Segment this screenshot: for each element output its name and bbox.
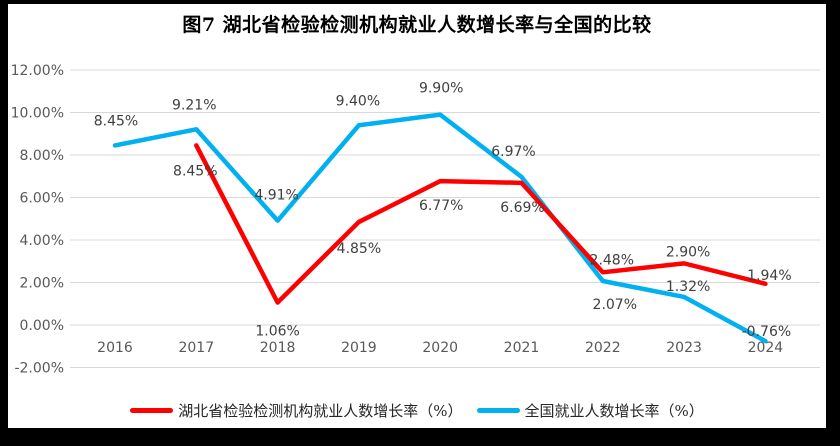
data-label-national: 9.90% — [419, 81, 463, 97]
legend-item-national: 全国就业人数增长率（%） — [476, 400, 704, 421]
x-tick-label: 2019 — [341, 340, 377, 356]
y-tick-label: 10.00% — [11, 106, 64, 122]
data-label-national: 1.32% — [666, 279, 710, 295]
x-tick-label: 2021 — [504, 340, 540, 356]
data-label-hubei: 2.48% — [590, 252, 634, 268]
chart-canvas: 图7 湖北省检验检测机构就业人数增长率与全国的比较 12.00% 10.00% 8.… — [8, 4, 826, 428]
y-tick-label: -2.00% — [14, 361, 64, 377]
data-label-hubei: 6.77% — [419, 198, 463, 214]
legend-item-hubei: 湖北省检验检测机构就业人数增长率（%） — [130, 400, 463, 421]
chart-title: 图7 湖北省检验检测机构就业人数增长率与全国的比较 — [182, 14, 652, 36]
y-tick-label: 2.00% — [20, 276, 64, 292]
data-label-national: 9.21% — [172, 97, 216, 113]
y-tick-label: 12.00% — [11, 63, 64, 79]
hubei-line-swatch-icon — [130, 408, 174, 413]
data-label-hubei: 2.90% — [666, 244, 710, 260]
legend-label-national: 全国就业人数增长率（%） — [524, 402, 704, 420]
y-tick-label: 6.00% — [20, 191, 64, 207]
data-label-national: 4.91% — [254, 188, 298, 204]
legend-label-hubei: 湖北省检验检测机构就业人数增长率（%） — [178, 402, 463, 420]
series-line-national — [112, 112, 768, 344]
y-tick-label: 0.00% — [20, 318, 64, 334]
legend: 湖北省检验检测机构就业人数增长率（%） 全国就业人数增长率（%） — [8, 400, 826, 421]
y-tick-label: 8.00% — [20, 148, 64, 164]
data-label-national: 9.40% — [336, 93, 380, 109]
x-tick-label: 2017 — [178, 340, 214, 356]
x-tick-label: 2024 — [748, 340, 784, 356]
data-label-hubei: 8.45% — [173, 163, 217, 179]
x-tick-label: 2020 — [422, 340, 458, 356]
data-label-national: 2.07% — [593, 297, 637, 313]
data-label-hubei: 1.94% — [747, 268, 791, 284]
data-label-hubei: 4.85% — [337, 241, 381, 257]
x-tick-label: 2018 — [260, 340, 296, 356]
x-tick-label: 2022 — [585, 340, 621, 356]
plot-area: 12.00% 10.00% 8.00% 6.00% 4.00% 2.00% 0.00% -2.… — [11, 63, 820, 377]
series-line-hubei — [194, 143, 768, 305]
data-label-national: 8.45% — [94, 113, 138, 129]
national-line-swatch-icon — [476, 408, 520, 413]
y-tick-label: 4.00% — [20, 233, 64, 249]
x-tick-label: 2016 — [97, 340, 133, 356]
data-label-hubei: 6.69% — [500, 200, 544, 216]
x-tick-label: 2023 — [666, 340, 702, 356]
data-label-national: -0.76% — [742, 324, 792, 340]
data-label-national: 6.97% — [491, 144, 535, 160]
data-label-hubei: 1.06% — [255, 323, 299, 339]
